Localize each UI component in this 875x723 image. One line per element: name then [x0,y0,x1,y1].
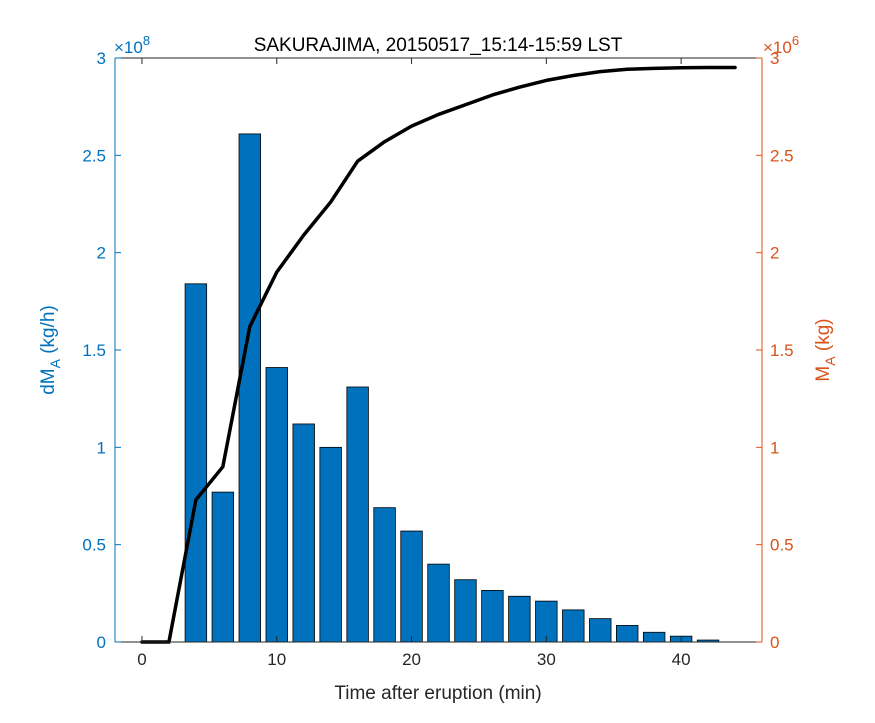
cumulative-mass-line [140,65,737,644]
right-axis-exponent-power: 6 [792,33,799,48]
right-y-tick-label: 3 [770,49,779,68]
chart-title: SAKURAJIMA, 20150517_15:14-15:59 LST [254,35,623,56]
left-y-tick-label: 2 [97,244,106,263]
right-y-tick-label: 1.5 [770,341,794,360]
x-tick-label: 10 [267,650,286,669]
bar [508,595,531,643]
right-axis-title: MA (kg) [813,318,838,381]
bar [642,631,666,643]
left-y-tick-label: 3 [97,49,106,68]
right-y-tick-label: 0.5 [770,536,794,555]
bar [292,423,315,643]
left-axis-title-main: dM [38,368,59,394]
x-axis-title: Time after eruption (min) [334,683,541,704]
left-axis-exponent-prefix: ×10 [114,38,143,57]
bar [238,133,261,643]
x-axis: 0 10 20 30 40 [137,58,691,669]
bar [481,590,504,643]
bar [346,386,369,643]
left-y-tick-label: 2.5 [82,146,106,165]
bar [589,618,612,643]
right-y-tick-label: 1 [770,438,779,457]
left-y-tick-label: 1 [97,438,106,457]
right-y-tick-label: 0 [770,633,779,652]
left-axis-title-tail: (kg/h) [38,305,59,359]
bar [373,507,396,643]
left-axis-title-sub: A [47,358,63,368]
bar [319,446,342,643]
bar [562,609,585,643]
right-axis-title-tail: (kg) [813,318,834,356]
bar [400,530,423,643]
bar [211,491,235,643]
left-axis-exponent: ×108 [114,33,150,57]
x-tick-label: 40 [672,650,691,669]
left-y-axis: 0 0.5 1 1.5 2 2.5 3 [82,49,121,652]
left-y-tick-label: 0 [97,633,106,652]
right-y-tick-label: 2.5 [770,146,794,165]
bar [535,600,558,643]
right-axis-exponent: ×106 [763,33,799,57]
x-tick-label: 20 [402,650,421,669]
right-axis-title-main: M [813,366,834,382]
bar-series [184,133,720,643]
bar [454,579,477,643]
bar [184,283,208,643]
cumulative-line-series [140,65,737,644]
left-y-tick-label: 1.5 [82,341,106,360]
left-axis-title: dMA (kg/h) [38,305,63,395]
right-axis-exponent-prefix: ×10 [763,38,792,57]
left-y-tick-label: 0.5 [82,536,106,555]
right-axis-title-sub: A [822,356,838,366]
bar [265,367,288,643]
right-y-tick-label: 2 [770,244,779,263]
right-y-axis: 0 0.5 1 1.5 2 2.5 3 [756,49,794,652]
left-axis-exponent-power: 8 [143,33,150,48]
x-tick-label: 0 [137,650,146,669]
bar [616,625,639,643]
x-tick-label: 30 [537,650,556,669]
bar [427,563,450,643]
